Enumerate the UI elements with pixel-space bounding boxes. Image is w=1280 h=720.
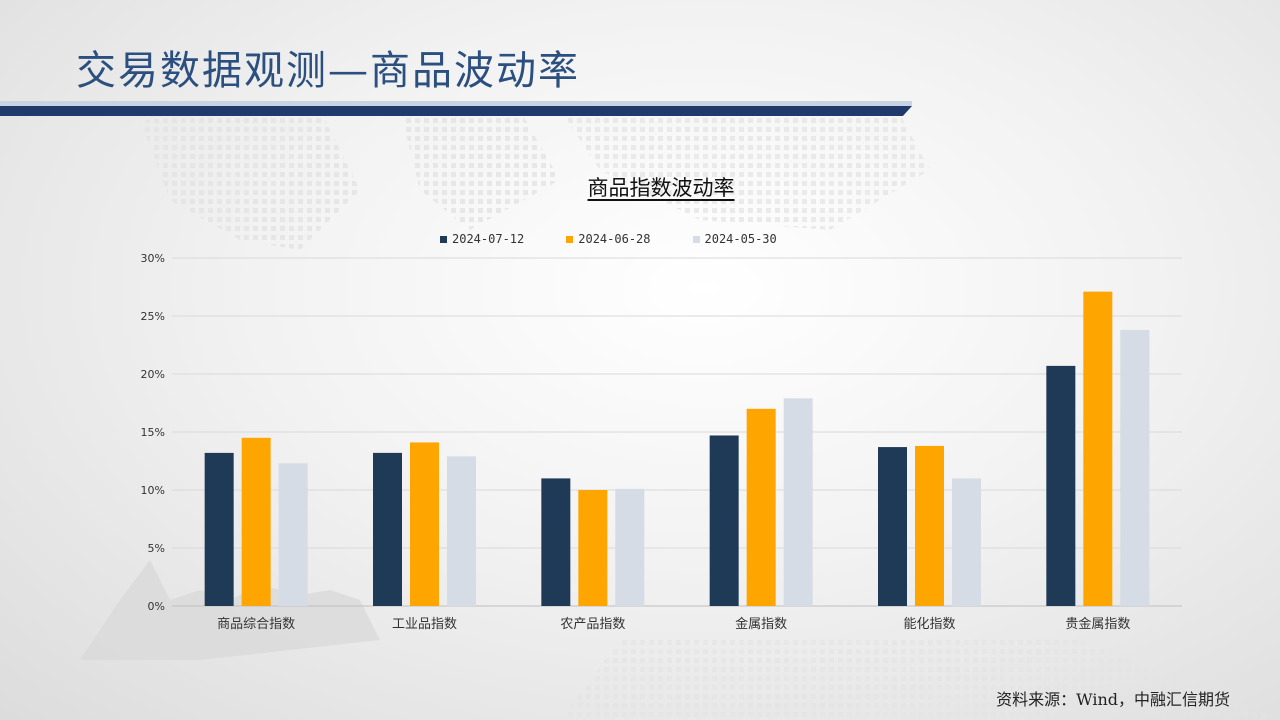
y-tick-label: 25% bbox=[141, 310, 165, 323]
bar-2-3 bbox=[578, 490, 608, 606]
bar-3-3 bbox=[615, 488, 645, 606]
bar-3-2 bbox=[447, 456, 476, 606]
y-tick-label: 15% bbox=[141, 426, 165, 439]
chart-legend: 2024-07-12 2024-06-28 2024-05-30 bbox=[440, 230, 819, 248]
y-tick-label: 20% bbox=[141, 368, 165, 381]
legend-item-series-3: 2024-05-30 bbox=[692, 230, 777, 248]
bar-2-5 bbox=[915, 445, 944, 606]
x-tick-label: 农产品指数 bbox=[560, 617, 625, 632]
bar-1-2 bbox=[373, 452, 402, 606]
bar-2-2 bbox=[410, 442, 439, 606]
legend-swatch-series-2 bbox=[566, 235, 574, 243]
bar-2-6 bbox=[1083, 291, 1113, 606]
source-note: 资料来源：Wind，中融汇信期货 bbox=[996, 690, 1230, 709]
bar-1-6 bbox=[1046, 365, 1076, 606]
legend-swatch-series-1 bbox=[440, 235, 447, 243]
bar-3-1 bbox=[278, 463, 308, 606]
title-underline bbox=[0, 106, 912, 116]
bar-1-5 bbox=[878, 447, 907, 606]
title-bar: 交易数据观测—商品波动率 bbox=[0, 0, 1280, 120]
y-tick-label: 10% bbox=[141, 484, 165, 497]
chart-title: 商品指数波动率 bbox=[587, 176, 735, 200]
x-tick-label: 工业品指数 bbox=[392, 617, 457, 632]
bar-1-4 bbox=[709, 435, 739, 606]
x-tick-label: 能化指数 bbox=[903, 617, 955, 632]
legend-label-series-2: 2024-06-28 bbox=[578, 232, 651, 246]
y-tick-label: 30% bbox=[141, 252, 165, 265]
x-tick-label: 商品综合指数 bbox=[217, 617, 295, 632]
x-tick-label: 贵金属指数 bbox=[1065, 616, 1130, 632]
legend-label-series-3: 2024-05-30 bbox=[704, 232, 777, 246]
bar-1-1 bbox=[204, 452, 234, 606]
y-tick-label: 5% bbox=[148, 542, 165, 555]
bar-3-5 bbox=[952, 478, 981, 606]
bar-1-3 bbox=[541, 478, 571, 606]
legend-swatch-series-3 bbox=[692, 235, 700, 243]
title-underline-light bbox=[0, 101, 912, 106]
y-tick-label: 0% bbox=[148, 600, 165, 613]
bar-3-6 bbox=[1120, 329, 1150, 606]
legend-item-series-2: 2024-06-28 bbox=[566, 230, 651, 248]
bar-3-4 bbox=[783, 398, 813, 606]
bar-2-1 bbox=[241, 437, 271, 606]
x-tick-label: 金属指数 bbox=[735, 616, 787, 632]
slide-title: 交易数据观测—商品波动率 bbox=[76, 48, 580, 94]
bar-2-4 bbox=[746, 408, 776, 606]
legend-item-series-1: 2024-07-12 bbox=[440, 230, 524, 248]
legend-label-series-1: 2024-07-12 bbox=[452, 232, 525, 246]
